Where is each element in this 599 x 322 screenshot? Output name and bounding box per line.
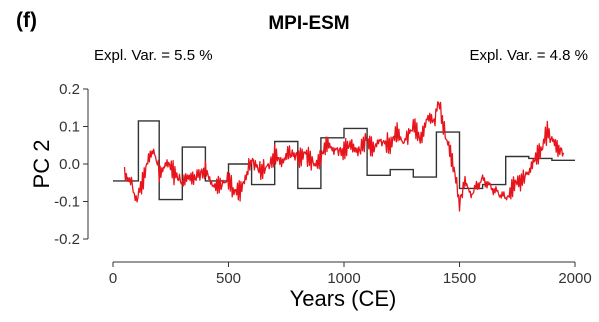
x-tick-label: 1000: [327, 270, 360, 287]
x-axis-title: Years (CE): [290, 286, 397, 311]
y-tick-label: -0.2: [54, 231, 80, 248]
panel-label: (f): [16, 9, 37, 32]
series-red-line: [123, 101, 565, 212]
x-tick-label: 1500: [443, 270, 476, 287]
y-tick-label: -0.1: [54, 194, 80, 211]
series-step-line: [113, 120, 575, 201]
y-axis-title: PC 2: [29, 140, 54, 189]
y-tick-label: 0.1: [59, 119, 80, 136]
y-tick-label: 0.2: [59, 81, 80, 98]
x-tick-label: 0: [109, 270, 117, 287]
y-axis-ticks: -0.2 -0.1 0.0 0.1 0.2: [54, 81, 88, 248]
x-axis-ticks: 0 500 1000 1500 2000: [109, 262, 592, 287]
chart-title: MPI-ESM: [268, 13, 349, 34]
x-tick-label: 500: [216, 270, 241, 287]
y-tick-label: 0.0: [59, 156, 80, 173]
explained-variance-black: Expl. Var. = 4.8 %: [469, 47, 588, 64]
explained-variance-red: Expl. Var. = 5.5 %: [94, 47, 213, 64]
x-tick-label: 2000: [558, 270, 591, 287]
plot-area: [113, 101, 575, 212]
